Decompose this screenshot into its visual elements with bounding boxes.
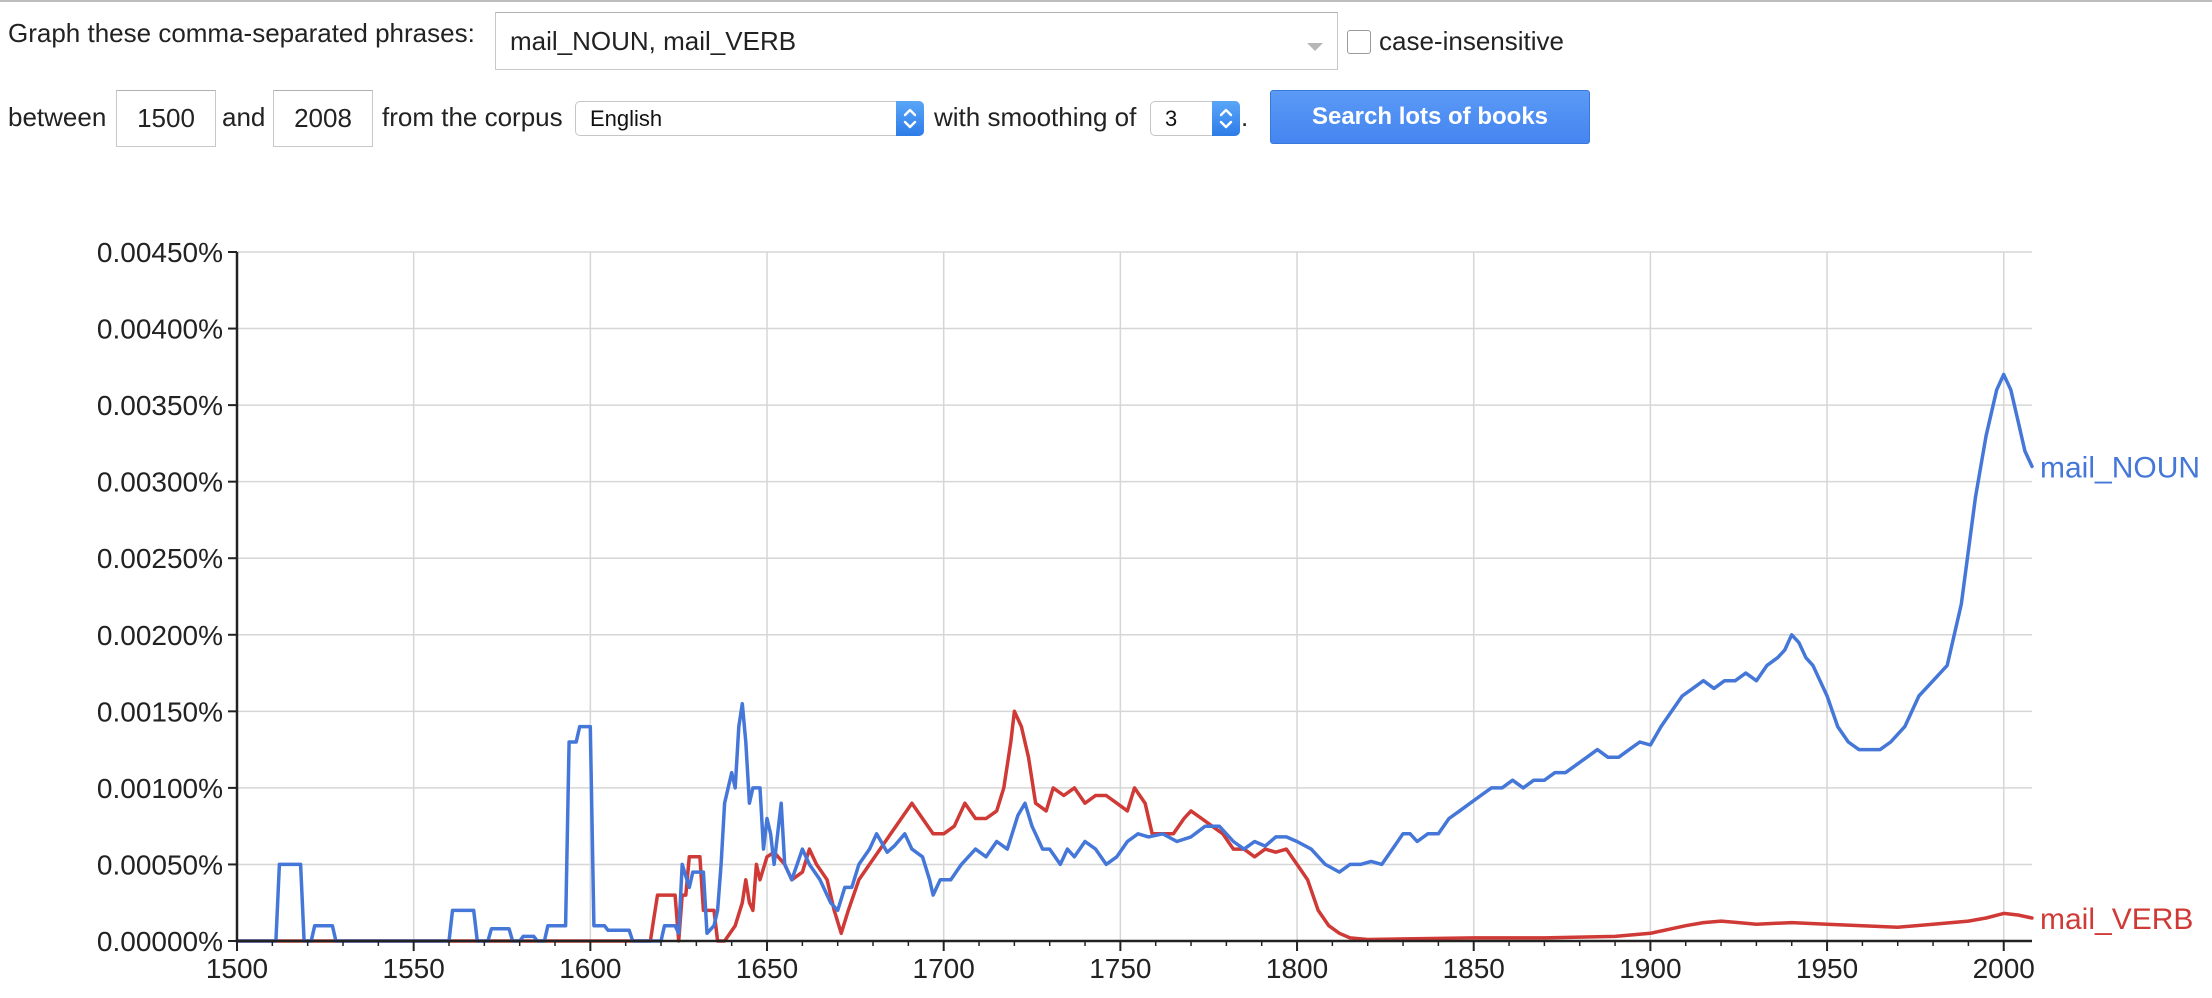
corpus-select[interactable]: English (575, 101, 924, 136)
series-line-mail-noun (235, 372, 2034, 943)
top-divider (0, 0, 2212, 2)
phrases-input-value: mail_NOUN, mail_VERB (510, 25, 797, 56)
end-year-value: 2008 (294, 103, 352, 133)
x-tick-label: 2000 (1973, 953, 2035, 984)
smoothing-select-value: 3 (1165, 105, 1178, 131)
y-tick-label: 0.00050% (97, 849, 223, 880)
chevron-down-icon[interactable] (1307, 43, 1323, 51)
y-tick-label: 0.00100% (97, 773, 223, 804)
corpus-label: from the corpus (382, 102, 563, 132)
y-tick-label: 0.00250% (97, 543, 223, 574)
y-tick-label: 0.00450% (97, 237, 223, 268)
period-text: . (1241, 102, 1249, 132)
case-insensitive-checkbox[interactable] (1347, 30, 1371, 54)
x-tick-label: 1950 (1796, 953, 1858, 984)
smoothing-label: with smoothing of (934, 102, 1137, 132)
phrases-label: Graph these comma-separated phrases: (8, 18, 475, 48)
chart-lines (235, 372, 2034, 943)
y-tick-label: 0.00400% (97, 314, 223, 345)
x-tick-label: 1650 (736, 953, 798, 984)
x-tick-label: 1850 (1443, 953, 1505, 984)
corpus-select-value: English (590, 105, 663, 131)
x-tick-label: 1750 (1089, 953, 1151, 984)
smoothing-select[interactable]: 3 (1150, 101, 1240, 136)
start-year-input[interactable]: 1500 (116, 90, 216, 147)
start-year-value: 1500 (137, 103, 195, 133)
chart-axes (228, 251, 2032, 951)
chart-labels: 0.00000% 0.00050% 0.00100% 0.00150% 0.00200%… (97, 237, 2200, 984)
up-down-arrows-icon[interactable] (1212, 101, 1240, 136)
and-label: and (222, 102, 266, 132)
x-tick-label: 1700 (913, 953, 975, 984)
chart-grid (237, 251, 2032, 941)
x-tick-label: 1500 (206, 953, 268, 984)
x-tick-label: 1800 (1266, 953, 1328, 984)
y-tick-label: 0.00300% (97, 467, 223, 498)
search-button[interactable]: Search lots of books (1270, 90, 1590, 144)
between-label: between (8, 102, 107, 132)
series-line-mail-verb (235, 709, 2034, 943)
y-tick-label: 0.00000% (97, 926, 223, 957)
up-down-arrows-icon[interactable] (896, 101, 924, 136)
y-tick-label: 0.00350% (97, 390, 223, 421)
x-tick-label: 1900 (1619, 953, 1681, 984)
x-tick-label: 1550 (383, 953, 445, 984)
series-label-mail-verb: mail_VERB (2040, 903, 2193, 936)
x-tick-label: 1600 (559, 953, 621, 984)
phrases-input[interactable]: mail_NOUN, mail_VERB (495, 12, 1338, 70)
end-year-input[interactable]: 2008 (273, 90, 373, 147)
y-tick-label: 0.00200% (97, 620, 223, 651)
y-tick-label: 0.00150% (97, 696, 223, 727)
case-insensitive-label: case-insensitive (1379, 26, 1564, 56)
series-label-mail-noun: mail_NOUN (2040, 451, 2200, 484)
